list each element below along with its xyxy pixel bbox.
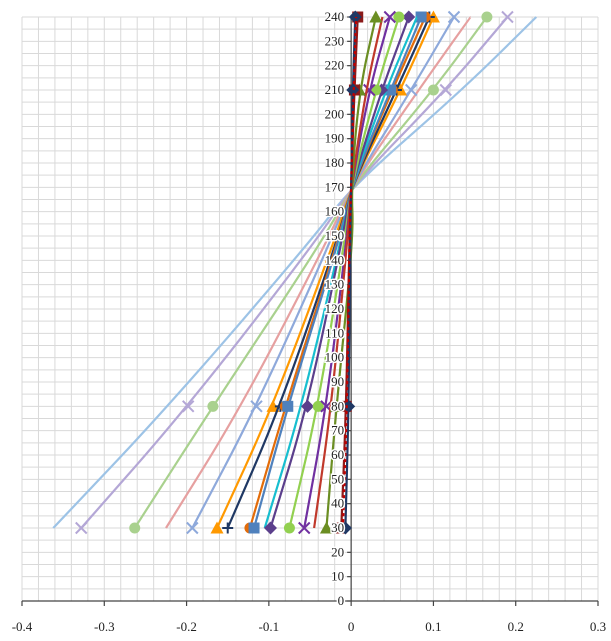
- y-tick-label: 120: [325, 301, 345, 316]
- x-tick-label: -0.2: [176, 619, 197, 634]
- series-5: [313, 16, 384, 529]
- y-tick-label: 220: [325, 58, 345, 73]
- grid: [21, 16, 599, 602]
- y-tick-label: 0: [338, 593, 345, 608]
- data-point: [501, 10, 514, 24]
- x-tick-label: 0.3: [590, 619, 606, 634]
- series-line: [313, 16, 384, 529]
- y-tick-label: 30: [331, 520, 344, 535]
- data-point: [283, 522, 295, 534]
- x-tick-label: 0: [348, 619, 355, 634]
- x-tick-label: -0.3: [94, 619, 115, 634]
- series-15: [165, 16, 472, 529]
- data-point: [393, 11, 405, 23]
- series-10: [248, 11, 427, 534]
- data-point: [186, 521, 199, 535]
- data-point: [282, 400, 294, 412]
- y-tick-label: 60: [331, 447, 344, 462]
- y-tick-label: 10: [331, 569, 344, 584]
- series-line: [325, 16, 377, 529]
- tick-labels: -0.4 -0.3 -0.2 -0.1 0 0.1 0.2 0.3 0 10 20 30 40 50 60 7…: [12, 8, 606, 635]
- data-point: [207, 400, 219, 412]
- series-line: [269, 16, 410, 529]
- data-point: [182, 400, 195, 413]
- data-point: [264, 521, 278, 535]
- data-point: [210, 521, 224, 534]
- data-point: [301, 399, 315, 413]
- y-tick-label: 40: [331, 496, 344, 511]
- data-point: [383, 10, 397, 24]
- series-17: [75, 10, 514, 535]
- y-tick-label: 190: [325, 131, 345, 146]
- axes: [21, 16, 599, 606]
- y-tick-label: 110: [325, 325, 344, 340]
- data-point: [319, 521, 333, 534]
- data-point: [439, 83, 452, 97]
- y-tick-label: 160: [325, 204, 345, 219]
- series-1: [341, 16, 358, 529]
- data-point: [266, 399, 280, 412]
- series-line: [80, 16, 509, 529]
- series-line: [165, 16, 472, 529]
- y-tick-label: 140: [325, 252, 345, 267]
- series-line: [133, 16, 488, 529]
- data-point: [385, 84, 397, 96]
- series-line: [52, 16, 538, 529]
- data-point: [222, 522, 234, 534]
- data-point: [129, 522, 141, 534]
- data-point: [298, 521, 311, 535]
- data-point: [447, 10, 461, 24]
- series-18: [52, 16, 538, 529]
- x-tick-label: -0.1: [259, 619, 280, 634]
- y-tick-label: 130: [325, 277, 345, 292]
- x-tick-label: 0.1: [425, 619, 441, 634]
- y-tick-label: 170: [325, 179, 345, 194]
- x-tick-label: -0.4: [12, 619, 33, 634]
- data-point: [342, 399, 356, 413]
- y-tick-label: 100: [325, 350, 345, 365]
- series-line: [191, 16, 455, 529]
- y-tick-label: 50: [331, 471, 344, 486]
- y-tick-label: 150: [325, 228, 345, 243]
- y-tick-label: 80: [331, 398, 344, 413]
- y-tick-label: 70: [331, 423, 344, 438]
- y-tick-label: 240: [325, 9, 345, 24]
- data-point: [75, 521, 88, 535]
- data-point: [415, 11, 427, 23]
- y-tick-label: 180: [325, 155, 345, 170]
- y-tick-label: 90: [331, 374, 344, 389]
- data-point: [402, 10, 416, 24]
- series-line: [216, 16, 435, 529]
- series-16: [129, 11, 493, 534]
- data-point: [248, 522, 260, 534]
- x-tick-label: 0.2: [508, 619, 524, 634]
- series-group: [52, 10, 538, 535]
- data-point: [405, 83, 418, 97]
- data-point: [481, 11, 493, 23]
- y-tick-label: 200: [325, 106, 345, 121]
- data-point: [369, 10, 383, 23]
- series-14: [186, 10, 461, 535]
- data-point: [329, 399, 343, 412]
- y-tick-label: 210: [325, 82, 345, 97]
- series-line: [252, 16, 423, 529]
- data-point: [312, 400, 324, 412]
- y-tick-label: 20: [331, 544, 344, 559]
- series-line: [341, 16, 358, 529]
- data-point: [338, 521, 352, 535]
- data-point: [250, 400, 263, 413]
- y-tick-label: 230: [325, 33, 345, 48]
- data-point: [427, 84, 439, 96]
